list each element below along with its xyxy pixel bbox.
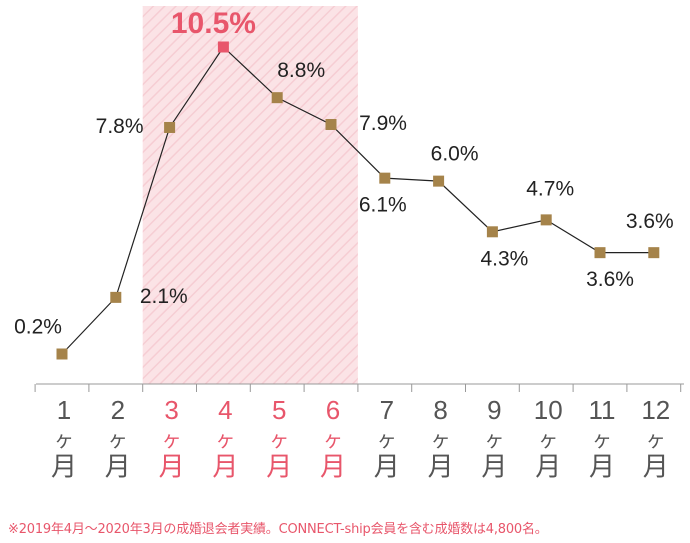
- x-tick-ka: ヶ: [484, 428, 504, 452]
- data-point-marker: [648, 247, 660, 259]
- x-tick-number: 12: [641, 395, 670, 425]
- x-tick-label: 9 ヶ月: [481, 395, 507, 483]
- data-label: 0.2%: [14, 316, 62, 339]
- x-tick-number: 9: [487, 395, 501, 425]
- data-point-marker: [271, 92, 283, 104]
- x-tick-ka: ヶ: [215, 428, 235, 452]
- x-tick-label: 11 ヶ月: [589, 395, 616, 483]
- series-line: [61, 46, 654, 355]
- x-tick-ka: ヶ: [54, 428, 74, 452]
- x-tick-ka: ヶ: [269, 428, 289, 452]
- x-tick-ka: ヶ: [323, 428, 343, 452]
- x-tick-number: 10: [534, 395, 563, 425]
- x-tick-number: 11: [589, 395, 616, 425]
- x-tick-tsuki: 月: [428, 453, 454, 483]
- x-tick-ka: ヶ: [538, 428, 558, 452]
- data-label: 4.7%: [526, 177, 574, 200]
- data-point-marker: [594, 247, 606, 259]
- x-tick-label: 6 ヶ月: [320, 395, 346, 483]
- x-tick-number: 7: [380, 395, 394, 425]
- x-tick-label: 7 ヶ月: [374, 395, 400, 483]
- x-tick-tsuki: 月: [535, 453, 561, 483]
- x-tick-ka: ヶ: [431, 428, 451, 452]
- data-point-marker: [110, 291, 122, 303]
- x-tick-tsuki: 月: [320, 453, 346, 483]
- peak-data-label: 10.5%: [171, 7, 256, 40]
- x-tick-tsuki: 月: [266, 453, 292, 483]
- x-tick-label: 12 ヶ月: [641, 395, 670, 483]
- data-label: 4.3%: [480, 247, 528, 270]
- data-point-marker: [486, 226, 498, 238]
- peak-point-marker: [217, 41, 229, 53]
- x-tick-label: 10 ヶ月: [534, 395, 563, 483]
- data-label: 3.6%: [586, 268, 634, 291]
- x-tick-label: 8 ヶ月: [428, 395, 454, 483]
- x-tick-tsuki: 月: [481, 453, 507, 483]
- data-point-marker: [325, 118, 337, 130]
- data-label: 7.9%: [359, 112, 407, 135]
- x-tick-tsuki: 月: [374, 453, 400, 483]
- x-tick-tsuki: 月: [51, 453, 77, 483]
- x-tick-number: 4: [218, 395, 232, 425]
- data-label: 2.1%: [140, 285, 188, 308]
- x-tick-number: 6: [326, 395, 340, 425]
- data-point-marker: [540, 214, 552, 226]
- x-tick-tsuki: 月: [212, 453, 238, 483]
- x-tick-label: 5 ヶ月: [266, 395, 292, 483]
- x-tick-tsuki: 月: [159, 453, 185, 483]
- x-tick-tsuki: 月: [589, 453, 615, 483]
- x-tick-number: 8: [433, 395, 447, 425]
- x-tick-number: 1: [57, 395, 71, 425]
- data-label: 6.0%: [431, 143, 479, 166]
- x-tick-tsuki: 月: [643, 453, 669, 483]
- x-tick-label: 1 ヶ月: [51, 395, 77, 483]
- x-tick-ka: ヶ: [646, 428, 666, 452]
- x-tick-number: 5: [272, 395, 286, 425]
- x-tick-ka: ヶ: [108, 428, 128, 452]
- x-tick-number: 2: [111, 395, 125, 425]
- data-point-marker: [56, 348, 68, 360]
- x-tick-number: 3: [164, 395, 178, 425]
- x-tick-tsuki: 月: [105, 453, 131, 483]
- data-label: 7.8%: [96, 115, 144, 138]
- data-label: 6.1%: [359, 194, 407, 217]
- x-tick-label: 2 ヶ月: [105, 395, 131, 483]
- data-point-marker: [164, 121, 176, 133]
- footnote: ※2019年4月～2020年3月の成婚退会者実績。CONNECT-ship会員を…: [8, 522, 548, 537]
- x-tick-ka: ヶ: [377, 428, 397, 452]
- x-tick-label: 3 ヶ月: [159, 395, 185, 483]
- data-point-marker: [433, 175, 445, 187]
- x-tick-ka: ヶ: [592, 428, 612, 452]
- data-label: 8.8%: [277, 59, 325, 82]
- x-tick-ka: ヶ: [162, 428, 182, 452]
- highlight-band: [142, 6, 358, 384]
- x-tick-label: 4 ヶ月: [212, 395, 238, 483]
- data-point-marker: [379, 172, 391, 184]
- data-label: 3.6%: [626, 210, 674, 233]
